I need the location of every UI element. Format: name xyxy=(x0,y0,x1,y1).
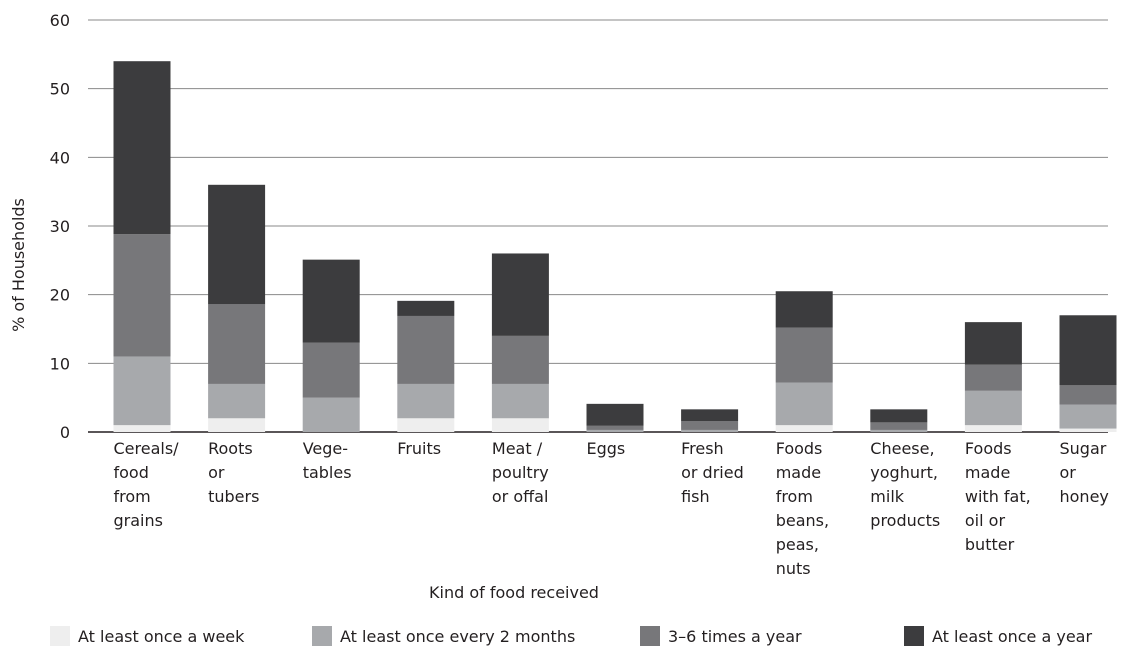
y-axis-ticks: 0 10 20 30 40 50 60 xyxy=(50,11,70,442)
bar-segment xyxy=(681,409,739,422)
bar-segment xyxy=(681,421,739,430)
bar-segment xyxy=(491,418,549,432)
bar-segment xyxy=(113,356,171,426)
bar-segment xyxy=(775,291,833,328)
x-category-label: Roots or tubers xyxy=(208,439,259,506)
bar-segment xyxy=(1059,404,1117,429)
bar-segment xyxy=(302,342,360,398)
bar-segment xyxy=(397,300,455,316)
bar-segment xyxy=(113,234,171,357)
x-category-label: Fresh or dried fish xyxy=(681,439,744,506)
bar-segment xyxy=(113,61,171,235)
legend-label: 3–6 times a year xyxy=(668,627,802,646)
legend-swatch xyxy=(50,626,70,646)
bar-segment xyxy=(397,315,455,384)
x-category-label: Sugar or honey xyxy=(1060,439,1109,506)
bar-segment xyxy=(302,397,360,432)
x-category-label: Foods made from beans, peas, nuts xyxy=(776,439,829,578)
legend-swatch xyxy=(640,626,660,646)
legend-label: At least once every 2 months xyxy=(340,627,575,646)
bar-segment xyxy=(775,425,833,432)
bar-segment xyxy=(491,383,549,419)
bar-segment xyxy=(302,259,360,343)
x-axis-categories: Cereals/food from grains Roots or tubers Vege-… xyxy=(114,439,1109,578)
x-category-label: Fruits xyxy=(397,439,441,458)
bar-segment xyxy=(491,335,549,384)
x-category-label: Eggs xyxy=(587,439,626,458)
y-axis-title: % of Households xyxy=(9,198,28,332)
x-category-label: Cheese, yoghurt, milk products xyxy=(870,439,940,530)
bar-segment xyxy=(964,364,1022,391)
legend: At least once a week At least once every … xyxy=(50,626,1092,646)
bar-segment xyxy=(113,425,171,432)
bar-segment xyxy=(491,253,549,336)
bar-segment xyxy=(775,382,833,426)
y-tick-label: 10 xyxy=(50,354,70,373)
bar-segment xyxy=(1059,315,1117,386)
bar-segment xyxy=(870,409,928,423)
bar-segment xyxy=(208,184,266,305)
bar-segment xyxy=(208,418,266,432)
y-tick-label: 50 xyxy=(50,80,70,99)
x-category-label: Foods made with fat, oil or butter xyxy=(965,439,1031,554)
bar-segment xyxy=(964,390,1022,426)
legend-swatch xyxy=(904,626,924,646)
bar-segment xyxy=(870,429,928,432)
bar-segment xyxy=(208,304,266,384)
bar-segment xyxy=(397,418,455,432)
x-category-label: Cereals/food from grains xyxy=(114,439,180,530)
legend-label: At least once a year xyxy=(932,627,1092,646)
y-tick-label: 0 xyxy=(60,423,70,442)
bar-segment xyxy=(1059,428,1117,432)
bar-segment xyxy=(586,425,644,430)
bar-segment xyxy=(586,403,644,426)
x-axis-title: Kind of food received xyxy=(429,583,599,602)
x-category-label: Meat / poultry or offal xyxy=(492,439,549,506)
bar-segment xyxy=(208,383,266,419)
bar-segment xyxy=(964,425,1022,432)
bar-segment xyxy=(775,327,833,383)
y-tick-label: 60 xyxy=(50,11,70,30)
bars xyxy=(113,61,1117,432)
bar-segment xyxy=(586,429,644,432)
x-category-label: Vege-tables xyxy=(303,439,352,482)
bar-segment xyxy=(397,383,455,419)
y-tick-label: 40 xyxy=(50,148,70,167)
legend-swatch xyxy=(312,626,332,646)
bar-segment xyxy=(681,429,739,432)
legend-label: At least once a week xyxy=(78,627,245,646)
bar-segment xyxy=(964,322,1022,365)
y-tick-label: 20 xyxy=(50,286,70,305)
bar-segment xyxy=(1059,385,1117,405)
bar-segment xyxy=(870,422,928,430)
y-tick-label: 30 xyxy=(50,217,70,236)
